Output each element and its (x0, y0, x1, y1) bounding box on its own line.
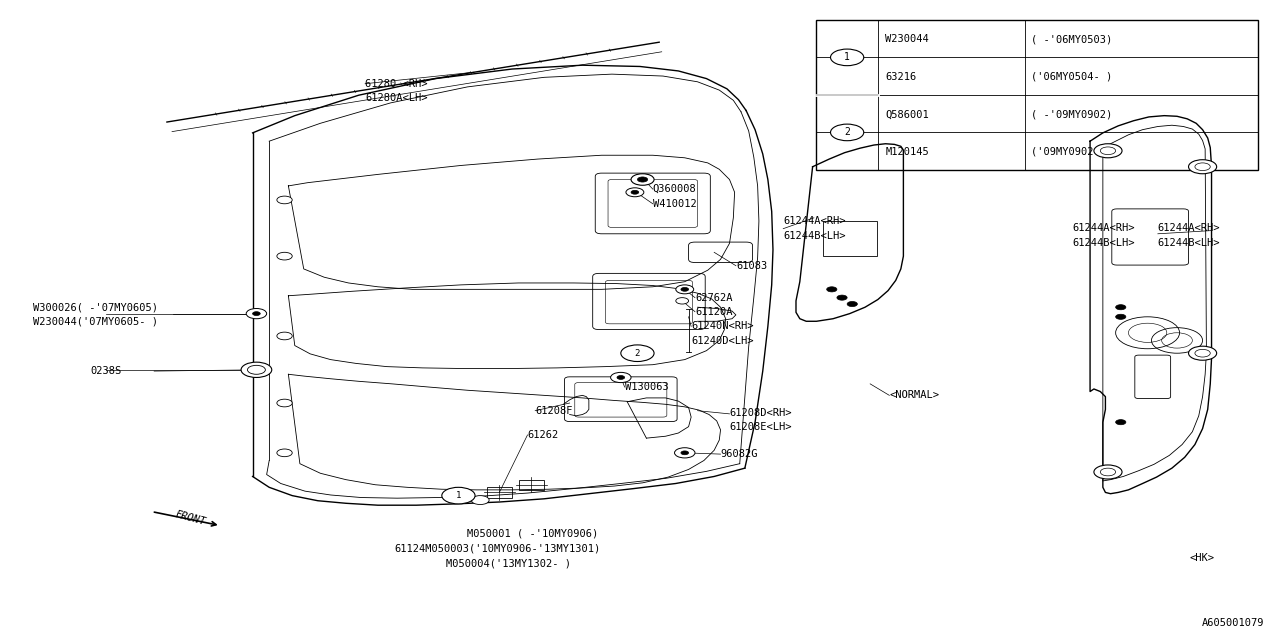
Text: 62762A: 62762A (695, 292, 732, 303)
Text: 63216: 63216 (886, 72, 916, 82)
Circle shape (241, 362, 271, 378)
Text: M120145: M120145 (886, 147, 929, 157)
Circle shape (1196, 349, 1211, 357)
Circle shape (617, 376, 625, 380)
Circle shape (1101, 468, 1116, 476)
Circle shape (276, 252, 292, 260)
Text: 61244B<LH>: 61244B<LH> (1073, 237, 1134, 248)
Circle shape (621, 345, 654, 362)
Circle shape (831, 124, 864, 141)
Text: 61208E<LH>: 61208E<LH> (730, 422, 792, 432)
Circle shape (252, 312, 260, 316)
Text: ('09MY0902- ): ('09MY0902- ) (1032, 147, 1112, 157)
Text: 61244A<RH>: 61244A<RH> (783, 216, 846, 226)
Circle shape (847, 301, 858, 307)
Circle shape (1094, 465, 1123, 479)
Circle shape (1094, 144, 1123, 158)
Text: W230044: W230044 (886, 35, 929, 44)
Text: 61244B<LH>: 61244B<LH> (1158, 237, 1220, 248)
Circle shape (676, 298, 689, 304)
Text: M050001 ( -'10MY0906): M050001 ( -'10MY0906) (467, 529, 599, 539)
Circle shape (1189, 160, 1217, 173)
Text: 2: 2 (845, 127, 850, 138)
Circle shape (837, 295, 847, 300)
Circle shape (1116, 420, 1126, 425)
Circle shape (1189, 346, 1217, 360)
Text: A605001079: A605001079 (1202, 618, 1263, 628)
Circle shape (276, 399, 292, 407)
Text: ( -'06MY0503): ( -'06MY0503) (1032, 35, 1112, 44)
Text: 61083: 61083 (736, 260, 767, 271)
Circle shape (246, 308, 266, 319)
Text: <NORMAL>: <NORMAL> (890, 390, 940, 401)
Text: 61208F: 61208F (535, 406, 572, 416)
Circle shape (631, 190, 639, 194)
Circle shape (247, 365, 265, 374)
Text: W300026( -'07MY0605): W300026( -'07MY0605) (33, 302, 157, 312)
Text: 61124M050003('10MY0906-'13MY1301): 61124M050003('10MY0906-'13MY1301) (394, 543, 600, 554)
Circle shape (681, 287, 689, 291)
Circle shape (831, 49, 864, 66)
Text: 61280 <RH>: 61280 <RH> (365, 79, 428, 89)
Text: 61208D<RH>: 61208D<RH> (730, 408, 792, 417)
Circle shape (637, 177, 648, 182)
Circle shape (276, 196, 292, 204)
Text: 61120A: 61120A (695, 307, 732, 317)
Text: 61262: 61262 (527, 430, 559, 440)
Circle shape (676, 285, 694, 294)
Text: 1: 1 (456, 491, 461, 500)
Text: 61280A<LH>: 61280A<LH> (365, 93, 428, 104)
Circle shape (681, 451, 689, 455)
Text: 2: 2 (635, 349, 640, 358)
Circle shape (276, 449, 292, 457)
Text: M050004('13MY1302- ): M050004('13MY1302- ) (445, 558, 571, 568)
Text: ('06MY0504- ): ('06MY0504- ) (1032, 72, 1112, 82)
Text: Q360008: Q360008 (653, 184, 696, 194)
Text: 61244B<LH>: 61244B<LH> (783, 230, 846, 241)
Circle shape (1116, 314, 1126, 319)
Circle shape (611, 372, 631, 383)
Text: W410012: W410012 (653, 199, 696, 209)
Circle shape (1196, 163, 1211, 171)
Text: W230044('07MY0605- ): W230044('07MY0605- ) (33, 317, 157, 327)
Text: ( -'09MY0902): ( -'09MY0902) (1032, 109, 1112, 120)
Text: 1: 1 (845, 52, 850, 62)
Circle shape (827, 287, 837, 292)
Text: W130063: W130063 (625, 382, 668, 392)
Circle shape (1101, 147, 1116, 155)
Circle shape (471, 495, 489, 504)
Text: 61240N<RH>: 61240N<RH> (691, 321, 754, 332)
Circle shape (276, 332, 292, 340)
Text: 61244A<RH>: 61244A<RH> (1158, 223, 1220, 233)
Text: 61240D<LH>: 61240D<LH> (691, 336, 754, 346)
Circle shape (631, 173, 654, 185)
Text: Q586001: Q586001 (886, 109, 929, 120)
Text: 96082G: 96082G (721, 449, 758, 459)
Circle shape (675, 448, 695, 458)
Circle shape (1116, 305, 1126, 310)
Text: 0238S: 0238S (90, 366, 122, 376)
Text: FRONT: FRONT (174, 509, 206, 527)
Circle shape (442, 487, 475, 504)
Circle shape (626, 188, 644, 196)
Text: 61244A<RH>: 61244A<RH> (1073, 223, 1134, 233)
Text: <HK>: <HK> (1190, 552, 1215, 563)
